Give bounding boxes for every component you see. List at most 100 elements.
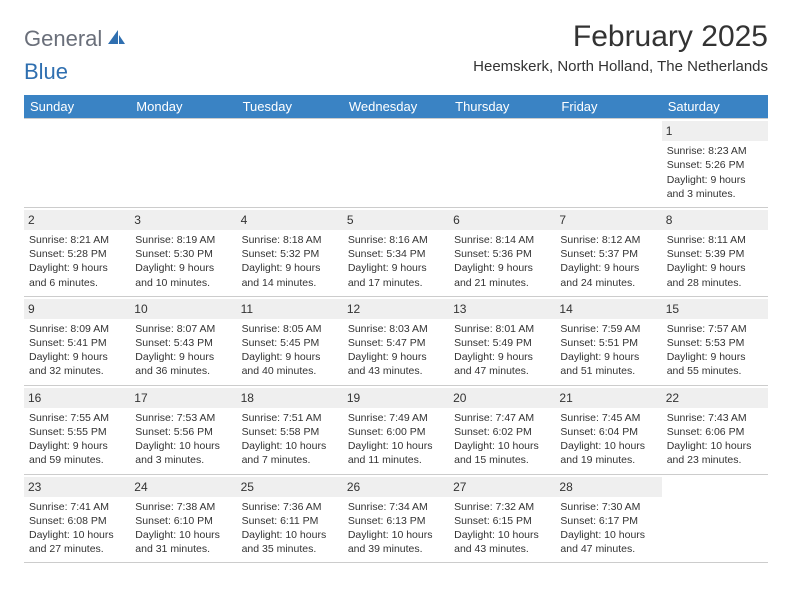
- day-number: 17: [130, 388, 236, 408]
- day-sunset: Sunset: 5:58 PM: [241, 425, 339, 439]
- calendar-day: 17Sunrise: 7:53 AMSunset: 5:56 PMDayligh…: [130, 386, 236, 474]
- day-number: 5: [343, 210, 449, 230]
- day-sunrise: Sunrise: 8:05 AM: [241, 322, 339, 336]
- day-daylight1: Daylight: 9 hours: [28, 350, 126, 364]
- day-sunrise: Sunrise: 8:18 AM: [241, 233, 339, 247]
- day-sunset: Sunset: 5:56 PM: [134, 425, 232, 439]
- day-sunset: Sunset: 6:17 PM: [559, 514, 657, 528]
- day-sunrise: Sunrise: 7:57 AM: [666, 322, 764, 336]
- calendar-day: 2Sunrise: 8:21 AMSunset: 5:28 PMDaylight…: [24, 208, 130, 296]
- day-daylight2: and 7 minutes.: [241, 453, 339, 467]
- day-daylight2: and 32 minutes.: [28, 364, 126, 378]
- day-daylight1: Daylight: 9 hours: [453, 350, 551, 364]
- day-daylight1: Daylight: 9 hours: [453, 261, 551, 275]
- calendar-day: 18Sunrise: 7:51 AMSunset: 5:58 PMDayligh…: [237, 386, 343, 474]
- day-sunrise: Sunrise: 7:47 AM: [453, 411, 551, 425]
- day-sunrise: Sunrise: 8:03 AM: [347, 322, 445, 336]
- calendar-day: 7Sunrise: 8:12 AMSunset: 5:37 PMDaylight…: [555, 208, 661, 296]
- calendar-row: 9Sunrise: 8:09 AMSunset: 5:41 PMDaylight…: [24, 296, 768, 385]
- day-daylight2: and 19 minutes.: [559, 453, 657, 467]
- day-daylight1: Daylight: 10 hours: [28, 528, 126, 542]
- day-number: 22: [662, 388, 768, 408]
- day-header-friday: Friday: [555, 95, 661, 118]
- day-daylight2: and 43 minutes.: [453, 542, 551, 556]
- day-sunrise: Sunrise: 7:30 AM: [559, 500, 657, 514]
- day-number: 23: [24, 477, 130, 497]
- day-daylight2: and 47 minutes.: [559, 542, 657, 556]
- day-sunset: Sunset: 5:39 PM: [666, 247, 764, 261]
- day-daylight1: Daylight: 9 hours: [559, 261, 657, 275]
- calendar-day: 3Sunrise: 8:19 AMSunset: 5:30 PMDaylight…: [130, 208, 236, 296]
- day-number: 18: [237, 388, 343, 408]
- day-sunrise: Sunrise: 7:36 AM: [241, 500, 339, 514]
- logo-text-general: General: [24, 26, 102, 52]
- day-sunset: Sunset: 6:08 PM: [28, 514, 126, 528]
- day-daylight1: Daylight: 9 hours: [241, 350, 339, 364]
- day-header-wednesday: Wednesday: [343, 95, 449, 118]
- calendar-day: 28 Sunrise: 7:30 AMSunset: 6:17 PMDayligh…: [555, 475, 661, 563]
- calendar-row: 23Sunrise: 7:41 AMSunset: 6:08 PMDayligh…: [24, 474, 768, 564]
- calendar-empty-cell: [343, 119, 449, 207]
- calendar-day: 9Sunrise: 8:09 AMSunset: 5:41 PMDaylight…: [24, 297, 130, 385]
- day-daylight2: and 39 minutes.: [347, 542, 445, 556]
- day-daylight1: Daylight: 9 hours: [134, 350, 232, 364]
- day-daylight2: and 43 minutes.: [347, 364, 445, 378]
- day-daylight2: and 17 minutes.: [347, 276, 445, 290]
- day-daylight2: and 59 minutes.: [28, 453, 126, 467]
- calendar-day: 21Sunrise: 7:45 AMSunset: 6:04 PMDayligh…: [555, 386, 661, 474]
- day-daylight2: and 14 minutes.: [241, 276, 339, 290]
- day-number: 6: [449, 210, 555, 230]
- day-daylight1: Daylight: 9 hours: [347, 350, 445, 364]
- calendar-day: 19Sunrise: 7:49 AMSunset: 6:00 PMDayligh…: [343, 386, 449, 474]
- calendar-page: General February 2025 Heemskerk, North H…: [0, 0, 792, 583]
- calendar-empty-cell: [555, 119, 661, 207]
- day-daylight2: and 27 minutes.: [28, 542, 126, 556]
- day-number: 27: [449, 477, 555, 497]
- day-number: 28: [555, 477, 661, 497]
- day-number: 8: [662, 210, 768, 230]
- calendar-day: 25 Sunrise: 7:36 AMSunset: 6:11 PMDayligh…: [237, 475, 343, 563]
- day-sunrise: Sunrise: 7:43 AM: [666, 411, 764, 425]
- calendar-day: 20Sunrise: 7:47 AMSunset: 6:02 PMDayligh…: [449, 386, 555, 474]
- day-number: 25: [237, 477, 343, 497]
- day-sunset: Sunset: 5:49 PM: [453, 336, 551, 350]
- calendar-day: 15Sunrise: 7:57 AMSunset: 5:53 PMDayligh…: [662, 297, 768, 385]
- day-sunrise: Sunrise: 8:19 AM: [134, 233, 232, 247]
- calendar-day: 24Sunrise: 7:38 AMSunset: 6:10 PMDayligh…: [130, 475, 236, 563]
- day-daylight1: Daylight: 9 hours: [241, 261, 339, 275]
- day-daylight1: Daylight: 10 hours: [347, 528, 445, 542]
- day-number: 24: [130, 477, 236, 497]
- logo-sail-icon: [106, 28, 126, 51]
- day-number: 2: [24, 210, 130, 230]
- calendar-day: 11Sunrise: 8:05 AMSunset: 5:45 PMDayligh…: [237, 297, 343, 385]
- day-sunset: Sunset: 5:51 PM: [559, 336, 657, 350]
- day-daylight2: and 6 minutes.: [28, 276, 126, 290]
- calendar-day: 4Sunrise: 8:18 AMSunset: 5:32 PMDaylight…: [237, 208, 343, 296]
- day-sunset: Sunset: 5:37 PM: [559, 247, 657, 261]
- calendar-header-row: Sunday Monday Tuesday Wednesday Thursday…: [24, 95, 768, 118]
- day-sunset: Sunset: 6:06 PM: [666, 425, 764, 439]
- day-sunset: Sunset: 6:11 PM: [241, 514, 339, 528]
- calendar-day: 22 Sunrise: 7:43 AMSunset: 6:06 PMDayligh…: [662, 386, 768, 474]
- day-sunrise: Sunrise: 8:12 AM: [559, 233, 657, 247]
- day-sunrise: Sunrise: 8:23 AM: [666, 144, 764, 158]
- day-number: 3: [130, 210, 236, 230]
- calendar-row: 2Sunrise: 8:21 AMSunset: 5:28 PMDaylight…: [24, 207, 768, 296]
- day-daylight1: Daylight: 10 hours: [241, 528, 339, 542]
- day-sunset: Sunset: 5:36 PM: [453, 247, 551, 261]
- day-sunrise: Sunrise: 7:32 AM: [453, 500, 551, 514]
- day-daylight1: Daylight: 10 hours: [666, 439, 764, 453]
- day-number: 16: [24, 388, 130, 408]
- day-daylight1: Daylight: 9 hours: [134, 261, 232, 275]
- day-sunset: Sunset: 5:41 PM: [28, 336, 126, 350]
- day-daylight1: Daylight: 10 hours: [559, 439, 657, 453]
- day-sunset: Sunset: 6:10 PM: [134, 514, 232, 528]
- day-sunset: Sunset: 5:26 PM: [666, 158, 764, 172]
- day-daylight2: and 35 minutes.: [241, 542, 339, 556]
- day-daylight1: Daylight: 9 hours: [347, 261, 445, 275]
- calendar-body: 1Sunrise: 8:23 AMSunset: 5:26 PMDaylight…: [24, 118, 768, 563]
- day-number: 4: [237, 210, 343, 230]
- day-daylight1: Daylight: 10 hours: [559, 528, 657, 542]
- day-daylight1: Daylight: 9 hours: [666, 261, 764, 275]
- day-sunrise: Sunrise: 7:51 AM: [241, 411, 339, 425]
